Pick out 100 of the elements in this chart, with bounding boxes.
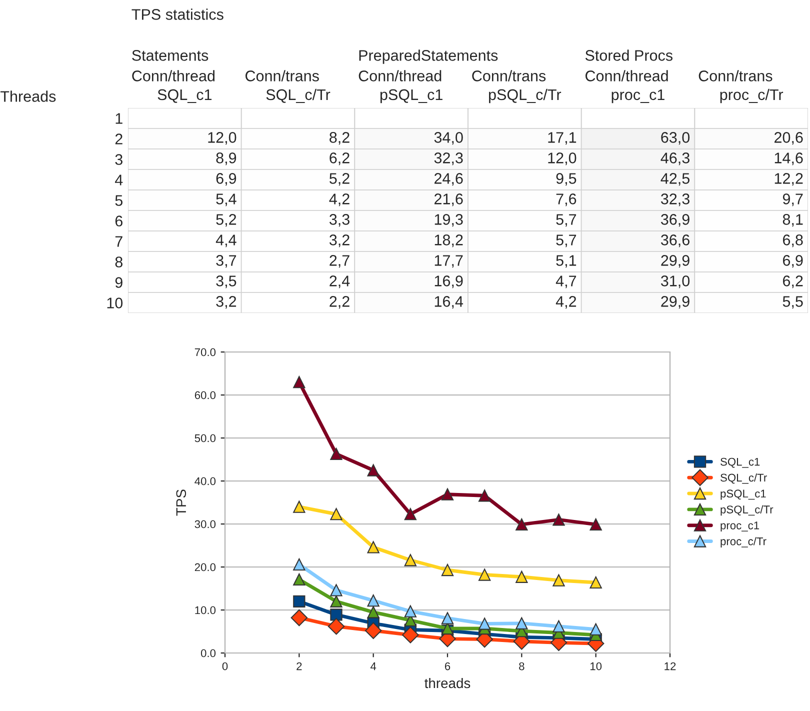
- point: [590, 576, 602, 589]
- data-label: 8,1: [782, 214, 803, 227]
- x-tick-label: 12: [664, 662, 676, 670]
- text: Conn/thread: [132, 70, 215, 82]
- data-label: 24,6: [434, 173, 463, 186]
- text: Conn/thread: [358, 70, 442, 82]
- x-tick-label: 8: [519, 662, 524, 670]
- point: [478, 490, 491, 502]
- point: [478, 618, 491, 630]
- legend-label: proc_c/Tr: [720, 537, 766, 548]
- data-label: 3,2: [329, 234, 350, 248]
- data-label: 12,2: [774, 173, 803, 186]
- point: [330, 584, 342, 596]
- data-label: 2,2: [330, 296, 350, 309]
- data-label: 36,9: [660, 214, 690, 227]
- point: [441, 488, 454, 500]
- point: [367, 541, 380, 554]
- point: [552, 620, 565, 632]
- x-tick-label: SQL_c1: [158, 89, 212, 104]
- y-tick-label: 30.0: [194, 520, 216, 528]
- point: [441, 564, 454, 576]
- point: [330, 595, 342, 608]
- point: [330, 608, 342, 621]
- data-label: 63,0: [661, 132, 690, 145]
- y-tick-label: 10.0: [195, 606, 216, 614]
- text: Conn/thread: [586, 70, 668, 82]
- point: [552, 574, 565, 586]
- data-label: 12,0: [208, 132, 236, 145]
- x-tick-label: 10: [590, 662, 602, 670]
- data-label: 4,4: [216, 234, 236, 248]
- point: [367, 594, 380, 607]
- data-label: 5,2: [216, 214, 236, 227]
- data-label: 36,6: [660, 234, 690, 248]
- legend-label: SQL_c/Tr: [720, 473, 767, 484]
- data-label: 5,7: [556, 234, 576, 248]
- y-axis-title: Threads: [0, 90, 56, 102]
- data-label: 46,3: [660, 152, 690, 166]
- point: [402, 626, 419, 644]
- y-tick-label: 70.0: [194, 348, 216, 356]
- text: PreparedStatements: [359, 50, 498, 64]
- data-label: 9,7: [782, 194, 803, 206]
- data-label: 5,5: [782, 296, 803, 309]
- data-label: 6,8: [783, 234, 803, 248]
- data-label: 5,2: [330, 173, 350, 186]
- point: [516, 570, 528, 583]
- data-label: 7,6: [556, 194, 576, 206]
- text: Statements: [132, 50, 208, 61]
- x-tick-label: 6: [444, 662, 450, 670]
- data-label: 16,9: [434, 276, 463, 288]
- y-tick-label: 5: [115, 195, 122, 206]
- data-label: 19,3: [434, 214, 463, 227]
- y-tick-label: 8: [115, 256, 122, 268]
- y-tick-label: 3: [115, 154, 122, 165]
- point: [590, 623, 602, 636]
- y-axis-title: TPS: [176, 490, 186, 516]
- data-label: 14,6: [774, 152, 803, 166]
- data-label: 29,9: [661, 255, 690, 268]
- data-label: 20,6: [774, 132, 803, 145]
- data-label: 6,9: [216, 173, 236, 186]
- legend-label: pSQL_c1: [720, 490, 766, 500]
- data-label: 8,9: [216, 152, 236, 166]
- legend-label: pSQL_c/Tr: [720, 505, 774, 516]
- x-tick-label: proc_c/Tr: [720, 88, 784, 104]
- data-label: 5,7: [556, 214, 576, 227]
- point: [367, 464, 380, 476]
- legend-label: SQL_c1: [720, 458, 760, 468]
- data-label: 2,7: [330, 255, 350, 268]
- point: [367, 606, 380, 618]
- data-label: 3,3: [329, 214, 350, 227]
- data-label: 4,2: [329, 194, 350, 206]
- text: TPS statistics: [132, 8, 224, 20]
- data-label: 6,2: [783, 276, 803, 288]
- point: [516, 617, 528, 630]
- x-tick-label: 4: [370, 662, 376, 670]
- data-label: 34,0: [434, 132, 463, 145]
- y-tick-label: 7: [115, 236, 122, 247]
- point: [364, 622, 382, 640]
- data-label: 18,2: [434, 234, 463, 248]
- data-label: 2,4: [330, 276, 350, 288]
- data-label: 21,6: [434, 194, 463, 206]
- point: [516, 518, 528, 531]
- data-label: 4,2: [556, 296, 576, 309]
- point: [293, 595, 306, 608]
- point: [404, 508, 416, 520]
- data-label: 17,7: [434, 255, 463, 268]
- point: [293, 500, 306, 513]
- data-label: 6,9: [783, 255, 803, 268]
- data-label: 3,7: [216, 255, 236, 268]
- y-tick-label: 2: [115, 134, 122, 144]
- y-tick-label: 6: [115, 216, 122, 226]
- x-tick-label: proc_c1: [612, 89, 664, 104]
- point: [590, 518, 602, 531]
- y-tick-label: 9: [115, 277, 122, 288]
- data-label: 42,5: [660, 173, 690, 186]
- data-label: 32,3: [660, 194, 690, 206]
- point: [293, 558, 306, 570]
- data-label: 9,5: [556, 173, 576, 186]
- point: [441, 612, 454, 624]
- text: Conn/trans: [472, 70, 546, 82]
- data-label: 29,9: [661, 296, 690, 309]
